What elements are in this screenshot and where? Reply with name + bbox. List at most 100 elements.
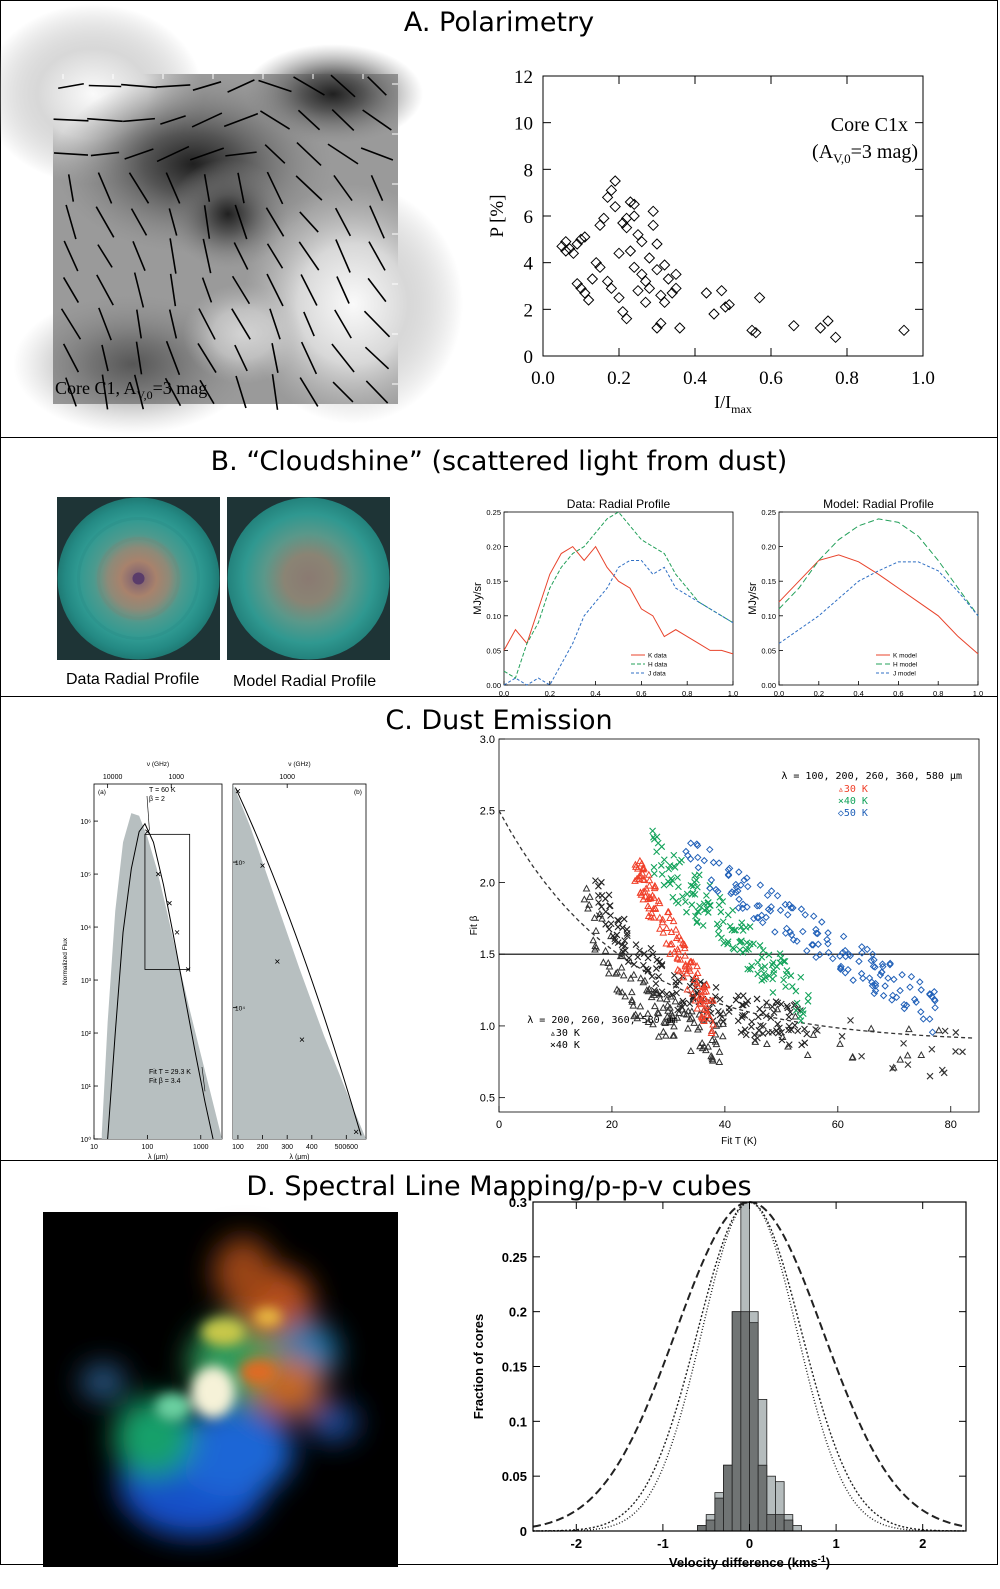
data-point bbox=[624, 245, 637, 257]
series-line-j-model bbox=[778, 561, 979, 644]
x-tick-label: 0.0 bbox=[531, 368, 555, 389]
polarization-vector bbox=[331, 108, 355, 132]
point-30K-restricted bbox=[601, 946, 610, 954]
point-50K bbox=[693, 841, 702, 850]
point-tail bbox=[759, 1022, 767, 1030]
data-point bbox=[617, 217, 629, 229]
point-40K bbox=[787, 972, 795, 980]
polarization-vector bbox=[269, 308, 281, 340]
polarization-vector bbox=[271, 374, 279, 410]
point-50K bbox=[845, 950, 853, 959]
y-tick-label: 10⁴ bbox=[80, 925, 91, 932]
point-tail bbox=[762, 1012, 770, 1020]
polarization-vector bbox=[135, 341, 143, 375]
point-50K bbox=[824, 948, 833, 957]
point-30K-restricted bbox=[671, 997, 680, 1005]
polarization-vector bbox=[271, 343, 279, 373]
data-point bbox=[586, 273, 599, 285]
ppv-cube-rgb-image bbox=[43, 1212, 398, 1567]
data-point bbox=[628, 198, 640, 211]
point-50K bbox=[755, 902, 763, 910]
polarization-vector bbox=[298, 241, 320, 271]
point-30K-restricted bbox=[656, 994, 664, 1002]
point-50K bbox=[930, 995, 939, 1004]
point-40K-restricted bbox=[778, 1028, 785, 1036]
point-30K-restricted bbox=[673, 1013, 682, 1021]
point-30K bbox=[685, 962, 694, 970]
point-30K bbox=[633, 864, 642, 872]
x-tick-label: 20 bbox=[606, 1119, 618, 1131]
x-tick-label: 0.8 bbox=[835, 368, 859, 389]
panel-polarimetry: A. Polarimetry Core C1, AV,0=3 mag 0.0 0.… bbox=[0, 0, 998, 438]
point-30K-restricted bbox=[714, 1020, 723, 1028]
point-tail bbox=[926, 1072, 934, 1080]
point-40K bbox=[691, 878, 698, 886]
y-tick-label: 0.10 bbox=[761, 612, 776, 621]
y-tick-label: 12 bbox=[514, 67, 533, 88]
point-30K-restricted bbox=[670, 1022, 678, 1030]
point-40K bbox=[780, 957, 788, 965]
y-tick-label: 0.10 bbox=[486, 612, 501, 621]
point-30K-restricted bbox=[591, 941, 600, 949]
y-tick-label: 10⁵ bbox=[235, 860, 245, 867]
point-50K bbox=[858, 949, 866, 957]
x-tick-label: 100 bbox=[232, 1144, 244, 1151]
point-30K-restricted bbox=[580, 895, 589, 903]
point-50K bbox=[706, 845, 714, 854]
point-30K-restricted bbox=[650, 1002, 659, 1010]
panel-title: C. Dust Emission bbox=[385, 705, 613, 736]
point-50K bbox=[766, 907, 775, 915]
data-point bbox=[174, 930, 180, 935]
point-50K bbox=[771, 928, 779, 936]
point-50K bbox=[789, 904, 797, 912]
x-tick-label: 1000 bbox=[193, 1144, 209, 1151]
point-50K bbox=[724, 871, 733, 880]
point-30K-restricted bbox=[590, 913, 599, 921]
point-30K-restricted bbox=[617, 963, 626, 971]
polarization-vector bbox=[327, 143, 359, 165]
point-40K bbox=[674, 874, 681, 881]
polarization-vector bbox=[65, 204, 77, 240]
point-30K-restricted bbox=[653, 1008, 662, 1016]
point-40K-restricted bbox=[630, 960, 638, 968]
point-40K-restricted bbox=[794, 1027, 802, 1035]
y-tick-label: 1.0 bbox=[480, 1021, 495, 1033]
y-tick-label: 0.00 bbox=[486, 681, 501, 690]
point-50K bbox=[906, 983, 914, 991]
data-point bbox=[723, 298, 735, 311]
data-point bbox=[643, 252, 656, 264]
x-axis-label: Velocity difference (kms-1) bbox=[669, 1554, 830, 1570]
point-40K-restricted bbox=[732, 996, 740, 1004]
point-tail bbox=[812, 1026, 820, 1033]
data-point bbox=[753, 291, 766, 304]
y-tick-label: 1.5 bbox=[480, 949, 495, 961]
y-tick-label: 8 bbox=[524, 160, 534, 181]
point-30K-restricted bbox=[661, 1018, 669, 1026]
point-30K-restricted bbox=[654, 1032, 663, 1040]
data-point bbox=[700, 287, 713, 299]
x-tick-label: 1 bbox=[832, 1536, 839, 1551]
point-50K bbox=[889, 991, 897, 1000]
y-tick-label: 10 bbox=[514, 114, 533, 135]
y-tick-label: 0.00 bbox=[761, 681, 776, 690]
point-30K bbox=[681, 951, 689, 959]
data-point bbox=[155, 871, 161, 877]
point-50K bbox=[767, 887, 776, 895]
legend-item: ◇50 K bbox=[838, 808, 868, 819]
point-30K bbox=[635, 875, 643, 883]
point-40K bbox=[676, 858, 684, 866]
point-50K bbox=[844, 965, 852, 974]
point-30K bbox=[693, 962, 701, 970]
point-50K bbox=[877, 968, 886, 976]
point-tail bbox=[784, 1042, 792, 1050]
point-50K bbox=[871, 982, 880, 990]
polarization-vector bbox=[201, 277, 213, 303]
point-50K bbox=[784, 911, 792, 919]
polarization-vector bbox=[58, 82, 84, 90]
polarization-vector bbox=[203, 174, 211, 202]
point-50K bbox=[809, 941, 817, 949]
point-40K-restricted bbox=[768, 1003, 776, 1011]
top-tick-label: 10000 bbox=[103, 774, 123, 781]
point-30K bbox=[640, 875, 649, 884]
point-50K bbox=[735, 895, 743, 903]
